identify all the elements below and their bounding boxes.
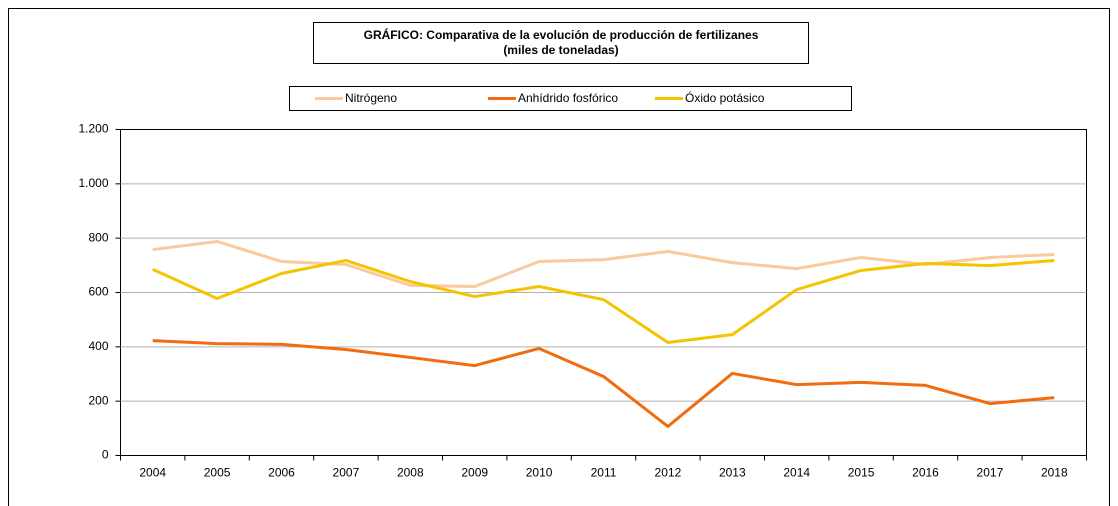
x-tick-label: 2008	[397, 466, 424, 480]
x-tick-label: 2018	[1041, 466, 1068, 480]
y-tick-label: 0	[102, 448, 109, 462]
y-tick-label: 1.000	[78, 176, 108, 190]
x-tick-label: 2017	[977, 466, 1004, 480]
chart-title: GRÁFICO: Comparativa de la evolución de …	[364, 27, 759, 42]
chart-border	[8, 8, 1110, 506]
x-tick-label: 2004	[139, 466, 166, 480]
x-tick-label: 2007	[333, 466, 360, 480]
chart-subtitle: (miles de toneladas)	[503, 43, 618, 57]
y-tick-label: 800	[88, 230, 108, 244]
title-box	[313, 22, 809, 64]
y-tick-label: 200	[88, 393, 108, 407]
legend-label: Nitrógeno	[345, 91, 397, 105]
legend-label: Anhídrido fosfórico	[518, 91, 618, 105]
legend-box	[289, 86, 852, 111]
y-tick-label: 1.200	[78, 122, 108, 136]
x-tick-label: 2015	[848, 466, 875, 480]
x-tick-label: 2006	[268, 466, 295, 480]
line-series	[152, 258, 1055, 344]
x-tick-label: 2013	[719, 466, 746, 480]
x-tick-label: 2010	[526, 466, 553, 480]
x-tick-label: 2011	[591, 466, 617, 480]
y-tick-label: 600	[88, 285, 108, 299]
x-tick-label: 2016	[912, 466, 939, 480]
line-series	[152, 239, 1055, 289]
x-tick-label: 2005	[204, 466, 231, 480]
x-tick-label: 2012	[655, 466, 682, 480]
line-series	[152, 339, 1055, 428]
legend-label: Óxido potásico	[685, 90, 765, 105]
y-tick-label: 400	[88, 339, 108, 353]
x-tick-label: 2014	[783, 466, 810, 480]
x-tick-label: 2009	[461, 466, 488, 480]
